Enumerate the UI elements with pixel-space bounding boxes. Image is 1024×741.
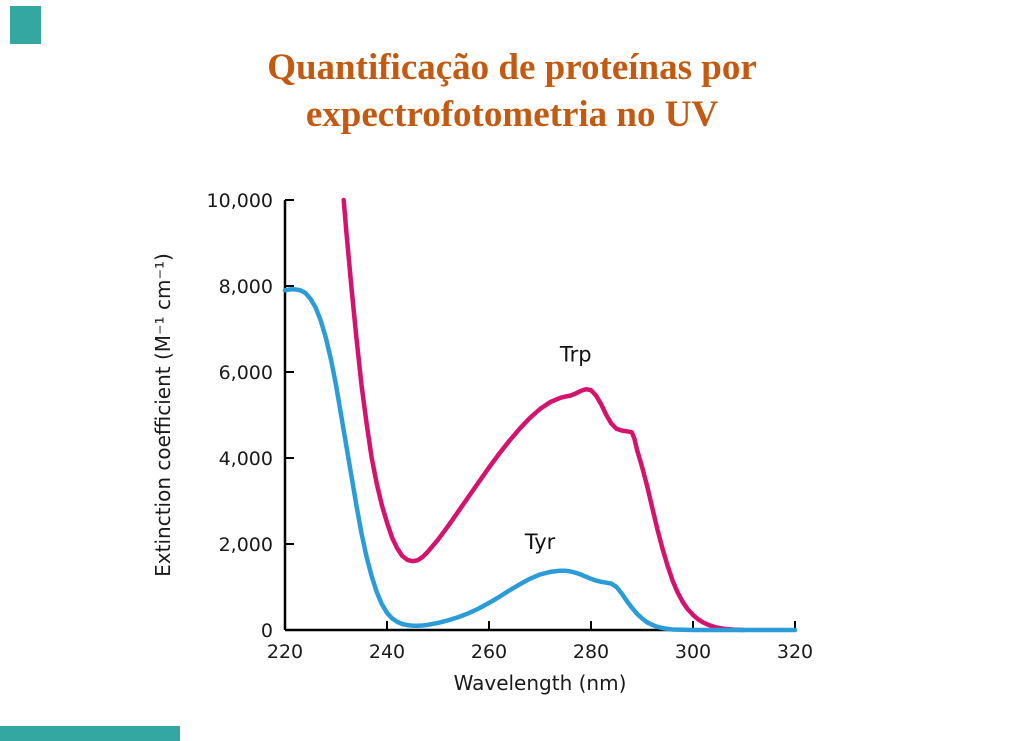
x-axis-title: Wavelength (nm) [454, 671, 627, 695]
x-tick-label: 260 [471, 641, 507, 663]
x-tick-label: 320 [777, 641, 813, 663]
tyr-label: Tyr [524, 530, 556, 554]
x-tick-label: 240 [369, 641, 405, 663]
slide-accent-bar [0, 726, 180, 741]
y-tick-label: 2,000 [219, 534, 273, 556]
x-ticks: 220 240 260 280 300 320 [267, 621, 813, 663]
tyr-curve [282, 287, 798, 633]
y-axis-title: Extinction coefficient (M⁻¹ cm⁻¹) [151, 253, 175, 577]
slide-accent-square [10, 6, 41, 44]
series-paths [282, 197, 798, 633]
x-tick-label: 280 [573, 641, 609, 663]
y-tick-label: 4,000 [219, 448, 273, 470]
x-tick-label: 220 [267, 641, 303, 663]
series-labels: Trp Tyr [524, 342, 592, 554]
chart-svg: 0 2,000 4,000 6,000 8,000 10,000 220 240 260 280… [151, 190, 813, 695]
y-tick-label: 10,000 [207, 190, 273, 212]
slide-title: Quantificação de proteínas por expectrof… [0, 44, 1024, 139]
slide-title-line2: expectrofotometria no UV [305, 94, 719, 136]
y-ticks: 0 2,000 4,000 6,000 8,000 10,000 [207, 190, 294, 642]
trp-curve [341, 197, 747, 633]
y-tick-label: 8,000 [219, 276, 273, 298]
axes [283, 200, 795, 632]
y-tick-label: 6,000 [219, 362, 273, 384]
y-tick-label: 0 [261, 620, 273, 642]
x-tick-label: 300 [675, 641, 711, 663]
trp-label: Trp [559, 342, 592, 366]
slide-title-line1: Quantificação de proteínas por [267, 47, 757, 88]
uv-absorbance-chart: 0 2,000 4,000 6,000 8,000 10,000 220 240 260 280… [140, 175, 820, 705]
